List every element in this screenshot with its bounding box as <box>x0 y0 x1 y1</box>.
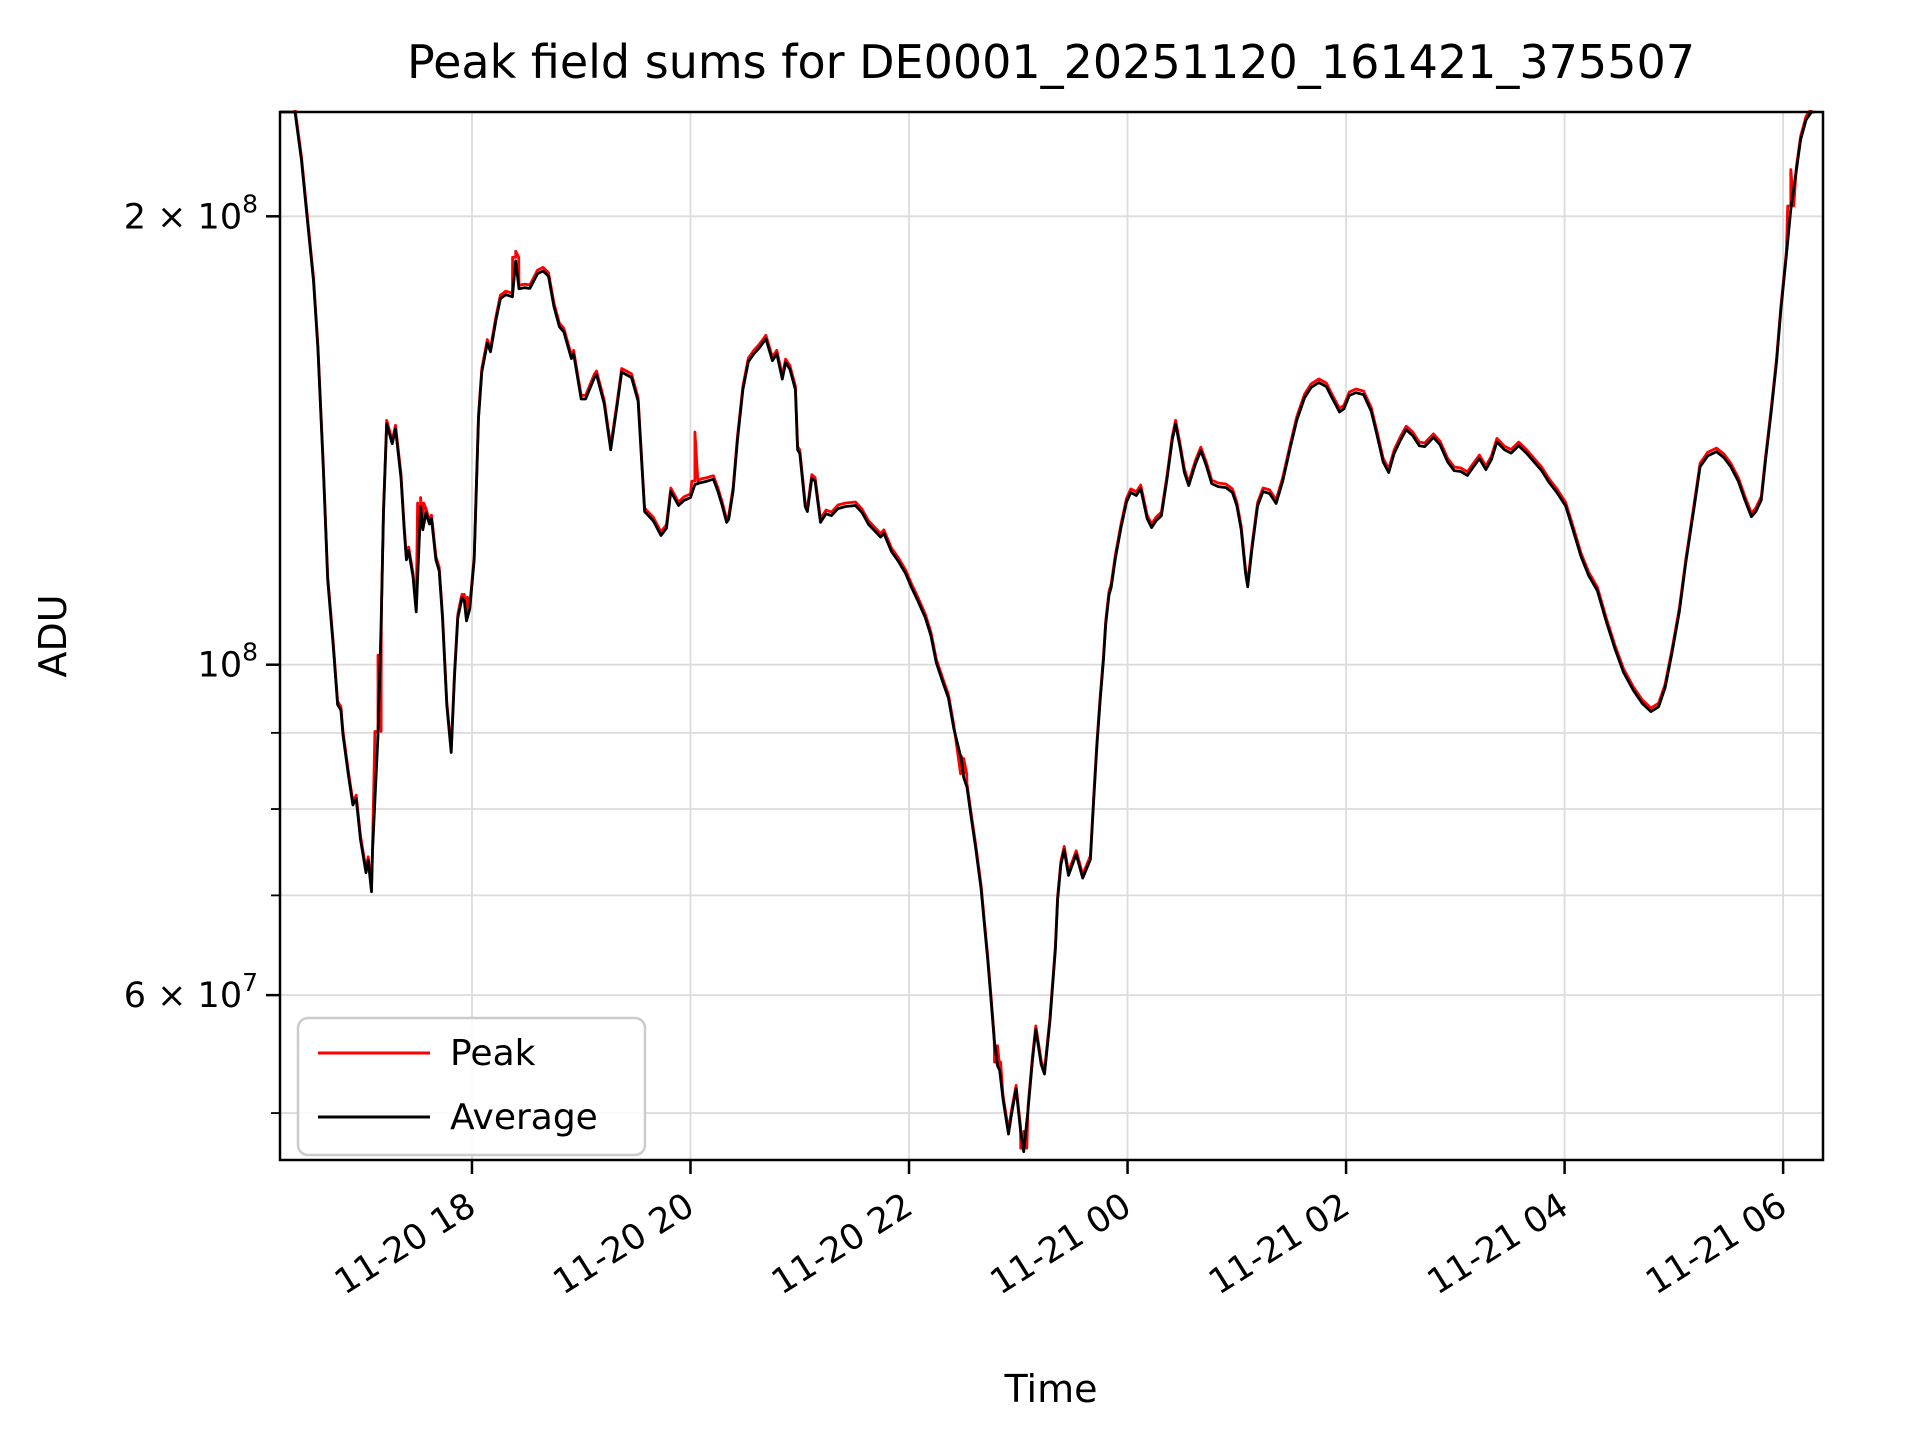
y-tick-label: 6 × 107 <box>124 968 258 1016</box>
legend-label: Peak <box>450 1033 536 1074</box>
x-tick-label: 11-21 06 <box>1639 1186 1794 1303</box>
x-tick-label: 11-21 04 <box>1421 1186 1576 1303</box>
y-tick-label: 108 <box>198 638 258 686</box>
series-line-peak <box>293 110 1813 1150</box>
y-axis-label: ADU <box>31 594 75 677</box>
x-tick-label: 11-21 02 <box>1202 1186 1357 1303</box>
x-axis-label: Time <box>1004 1367 1098 1411</box>
series-line-average <box>280 110 1815 1154</box>
legend: Peak Average <box>296 1016 647 1157</box>
x-tick-label: 11-21 00 <box>984 1186 1139 1303</box>
legend-label: Average <box>450 1097 598 1138</box>
x-tick-label: 11-20 22 <box>765 1186 920 1303</box>
x-tick-label: 11-20 18 <box>328 1186 483 1303</box>
x-tick-label: 11-20 20 <box>547 1186 702 1303</box>
series-layer <box>280 110 1815 1154</box>
y-tick-label: 2 × 108 <box>124 189 258 237</box>
plot-spines <box>278 110 1825 1162</box>
chart-title: Peak field sums for DE0001_20251120_1614… <box>407 35 1695 89</box>
